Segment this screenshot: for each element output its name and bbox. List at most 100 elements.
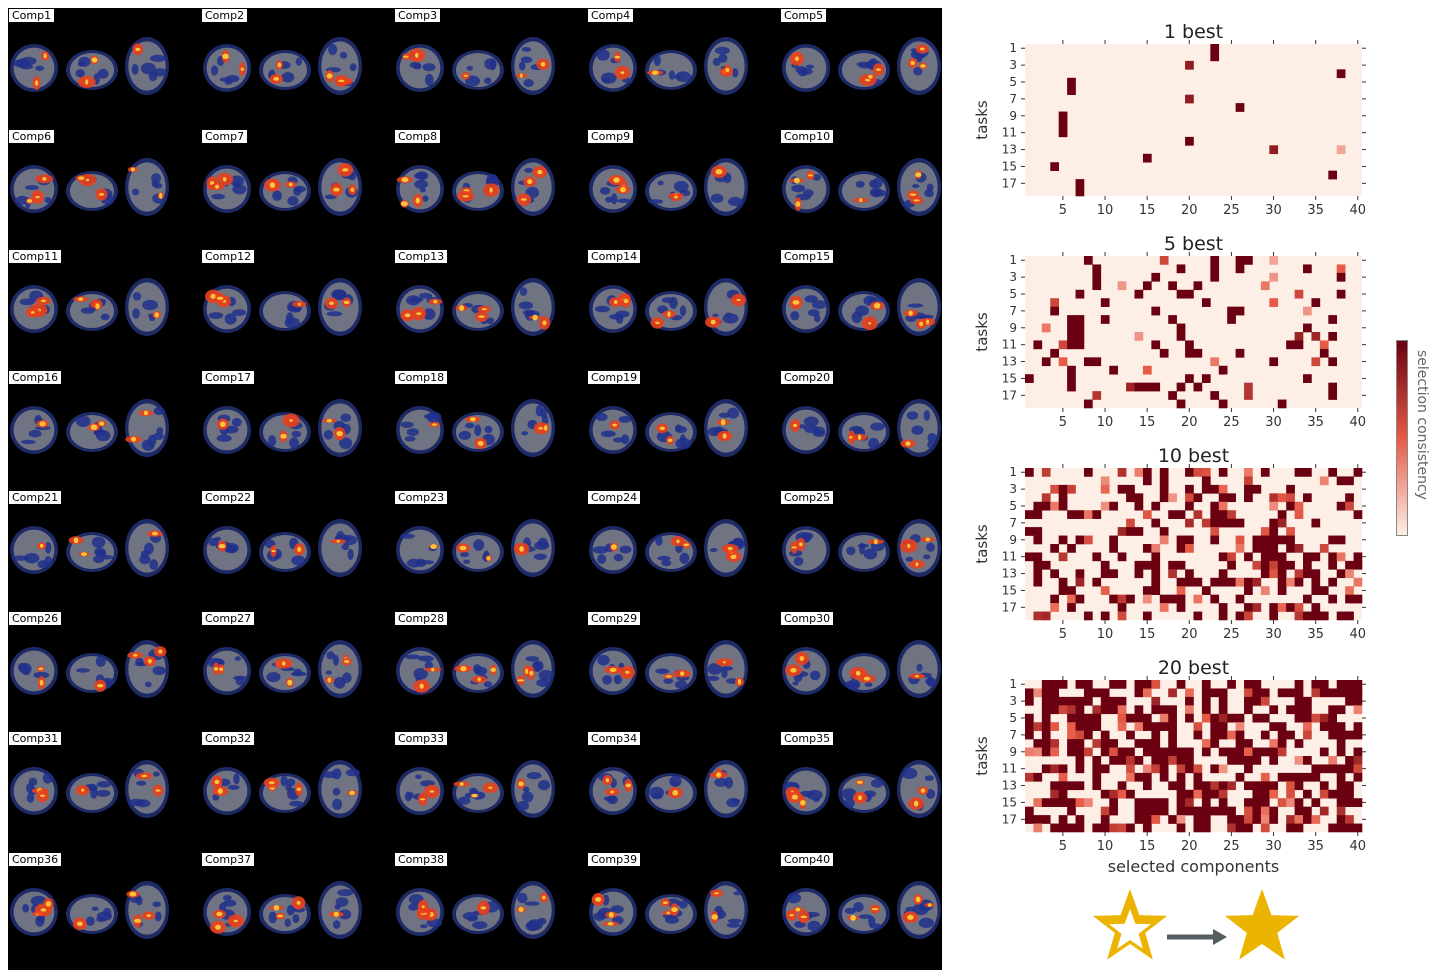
x-tick-label: 15 [1139, 627, 1156, 642]
heatmap-cell [1201, 476, 1211, 486]
heatmap-cell [1041, 705, 1051, 715]
heatmap-cell [1067, 722, 1076, 731]
heatmap-cell [1126, 518, 1135, 528]
heatmap-cell [1345, 764, 1354, 774]
component-label: Comp5 [780, 8, 828, 23]
heatmap-cell [1075, 730, 1085, 740]
heatmap-cell [1336, 730, 1346, 740]
heatmap-cell [1235, 535, 1245, 545]
heatmap-cell [1252, 603, 1262, 612]
heatmap-cell [1193, 577, 1203, 587]
heatmap-cell [1294, 815, 1304, 824]
heatmap-cell [1269, 527, 1279, 536]
heatmap-cell [1075, 594, 1085, 604]
heatmap-cell [1075, 569, 1085, 579]
heatmap-cell [1092, 705, 1102, 715]
heatmap-cell [1176, 510, 1186, 519]
heatmap-cell [1083, 722, 1093, 731]
brain-slices-image [203, 880, 362, 939]
heatmap-cell [1353, 510, 1363, 519]
heatmap-cell [1260, 815, 1270, 824]
heatmap-cell [1286, 815, 1295, 824]
heatmap-cell [1050, 162, 1059, 171]
component-panel: Comp17 [201, 369, 394, 490]
heatmap-cell [1244, 815, 1253, 824]
heatmap-cell [1168, 569, 1177, 579]
heatmap-cell [1227, 815, 1236, 824]
heatmap-cell [1336, 501, 1346, 511]
brain-slices-image [589, 519, 748, 577]
heatmap-cell [1033, 527, 1043, 536]
heatmap-cell [1058, 764, 1068, 774]
heatmap-cell [1142, 772, 1152, 782]
heatmap-cell [1134, 493, 1144, 503]
heatmap-cell [1303, 569, 1312, 579]
component-panel: Comp3 [394, 8, 587, 128]
x-tick-label: 25 [1223, 415, 1240, 430]
heatmap-cell [1286, 577, 1295, 587]
heatmap-cell [1193, 382, 1203, 392]
heatmap-cell [1252, 747, 1262, 757]
component-label: Comp35 [780, 731, 835, 746]
heatmap-cell [1067, 823, 1076, 833]
heatmap-cell [1033, 722, 1043, 731]
heatmap-cell [1218, 713, 1228, 723]
heatmap-cell [1067, 365, 1076, 375]
component-panel: Comp24 [587, 490, 780, 610]
heatmap-cell [1252, 806, 1262, 816]
heatmap-cell [1083, 747, 1093, 757]
heatmap-cell [1126, 382, 1135, 392]
component-panel: Comp33 [394, 731, 587, 851]
heatmap-cell [1041, 357, 1051, 367]
heatmap-cell [1244, 705, 1253, 715]
heatmap-cell [1294, 332, 1304, 341]
heatmap-cell [1210, 806, 1220, 816]
heatmap-cell [1286, 493, 1295, 503]
component-panel: Comp19 [587, 369, 780, 490]
heatmap-cell [1168, 594, 1177, 604]
component-label: Comp14 [587, 249, 642, 264]
y-tick-label: 3 [1009, 270, 1017, 284]
heatmap-cell [1075, 289, 1085, 299]
heatmap-cell [1083, 611, 1093, 621]
brain-slices-image [10, 519, 169, 577]
heatmap-cell [1185, 696, 1194, 706]
heatmap-cell [1176, 332, 1186, 341]
heatmap-cell [1058, 484, 1068, 494]
brain-slices-image [396, 37, 555, 95]
heatmap-cell [1058, 772, 1068, 782]
heatmap-cell [1294, 696, 1304, 706]
heatmap-cell [1075, 705, 1085, 715]
heatmap-cell [1201, 789, 1211, 799]
heatmap-cell [1176, 586, 1186, 595]
heatmap-cell [1100, 501, 1110, 511]
heatmap-cell [1201, 298, 1211, 307]
heatmap-cell [1033, 611, 1043, 621]
heatmap-cell [1092, 713, 1102, 723]
heatmap-cell [1277, 730, 1287, 740]
heatmap-cell [1260, 772, 1270, 782]
x-tick-label: 30 [1265, 627, 1282, 642]
component-panel: Comp36 [8, 851, 201, 970]
heatmap-cell [1210, 501, 1220, 511]
heatmap-cell [1067, 730, 1076, 740]
heatmap-cell [1328, 789, 1338, 799]
heatmap-cell [1311, 688, 1321, 698]
heatmap-cell [1176, 781, 1186, 791]
heatmap-cell [1083, 696, 1093, 706]
brain-slices-image [589, 398, 748, 457]
heatmap-cell [1185, 535, 1194, 545]
heatmap-cell [1100, 476, 1110, 486]
heatmap-cell [1353, 680, 1363, 689]
heatmap-cell [1286, 730, 1295, 740]
heatmap-cell [1235, 747, 1245, 757]
heatmap-cell [1353, 764, 1363, 774]
heatmap-cell [1117, 468, 1127, 477]
heatmap-cell [1159, 747, 1169, 757]
heatmap-cell [1067, 510, 1076, 519]
heatmap-cell [1117, 680, 1127, 689]
heatmap-cell [1277, 747, 1287, 757]
heatmap-cell [1269, 552, 1279, 562]
heatmap-cell [1151, 544, 1161, 553]
